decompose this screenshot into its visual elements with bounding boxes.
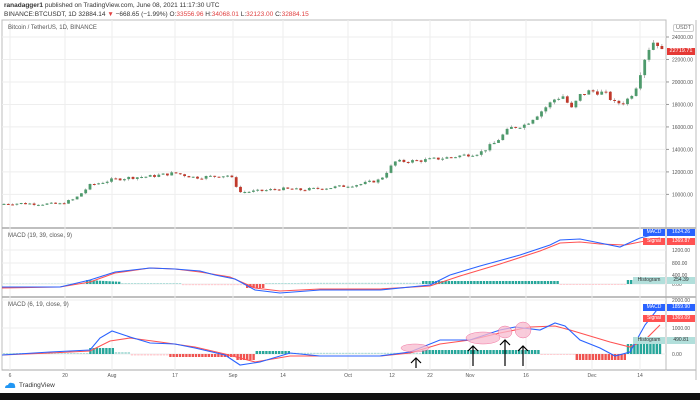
low-label: L: [240,11,247,18]
svg-text:22: 22 [427,373,433,379]
svg-text:2000.00: 2000.00 [672,298,690,304]
svg-text:12: 12 [389,373,395,379]
macd1-macd-badge: MACD [643,229,665,236]
bottom-bar [0,393,700,400]
svg-text:24000.00: 24000.00 [672,35,693,41]
publish-text: published on TradingView.com, June 08, 2… [44,2,220,9]
svg-text:1000.00: 1000.00 [672,326,690,332]
open-value: 33556.96 [176,11,204,18]
svg-text:20000.00: 20000.00 [672,80,693,86]
last-price-badge: 22719.71 [667,48,695,55]
svg-text:0.00: 0.00 [672,352,682,358]
cloud-icon [5,382,16,388]
macd1-hist-value: 254.39 [667,277,695,284]
svg-text:Nov: Nov [466,373,475,379]
tradingview-logo[interactable]: TradingView [4,382,55,389]
publish-info: ranadagger1 published on TradingView.com… [4,2,220,9]
svg-text:14000.00: 14000.00 [672,147,693,153]
svg-text:Aug: Aug [108,373,117,379]
symbol: BINANCE:BTCUSDT, 1D [4,11,77,18]
brand-name: TradingView [19,382,55,389]
macd2-signal-value: 1369.09 [667,315,695,322]
down-arrow-icon: ▼ [107,11,114,18]
last-price: 32884.14 [78,11,106,18]
svg-text:1200.00: 1200.00 [672,248,690,254]
svg-text:20: 20 [62,373,68,379]
main-pane-title: Bitcoin / TetherUS, 1D, BINANCE [8,25,97,31]
open-label: O: [169,11,177,18]
macd1-hist-badge: Histogram [633,277,665,284]
close-value: 32884.15 [281,11,309,18]
high-label: H: [205,11,212,18]
currency-label: USDT [673,24,694,32]
svg-text:800.00: 800.00 [672,261,688,267]
svg-text:14: 14 [637,373,643,379]
macd1-signal-badge: Signal [643,238,665,245]
ohlc-line: BINANCE:BTCUSDT, 1D 32884.14 ▼ −668.65 (… [4,11,309,18]
macd2-signal-badge: Signal [643,315,665,322]
svg-text:16: 16 [523,373,529,379]
macd2-hist-value: 490.81 [667,337,695,344]
svg-text:22000.00: 22000.00 [672,57,693,63]
macd2-macd-value: 1859.90 [667,304,695,311]
macd1-title: MACD (19, 39, close, 9) [8,233,73,239]
svg-text:6: 6 [9,373,12,379]
macd2-hist-badge: Histogram [633,337,665,344]
svg-text:17: 17 [172,373,178,379]
macd1-macd-value: 1624.26 [667,229,695,236]
svg-text:0.00: 0.00 [672,282,682,288]
macd2-title: MACD (6, 19, close, 9) [8,302,69,308]
low-value: 32123.00 [246,11,274,18]
svg-text:Sep: Sep [229,373,238,379]
macd1-signal-value: 1369.87 [667,238,695,245]
svg-text:Dec: Dec [588,373,597,379]
svg-text:14: 14 [280,373,286,379]
svg-text:400.00: 400.00 [672,273,688,279]
high-value: 34068.01 [211,11,239,18]
change: −668.65 (−1.99%) [115,11,168,18]
svg-text:10000.00: 10000.00 [672,192,693,198]
svg-text:Oct: Oct [344,373,352,379]
svg-text:18000.00: 18000.00 [672,102,693,108]
close-label: C: [275,11,282,18]
publisher-name[interactable]: ranadagger1 [4,2,44,9]
macd2-macd-badge: MACD [643,304,665,311]
svg-text:12000.00: 12000.00 [672,170,693,176]
svg-text:16000.00: 16000.00 [672,125,693,131]
